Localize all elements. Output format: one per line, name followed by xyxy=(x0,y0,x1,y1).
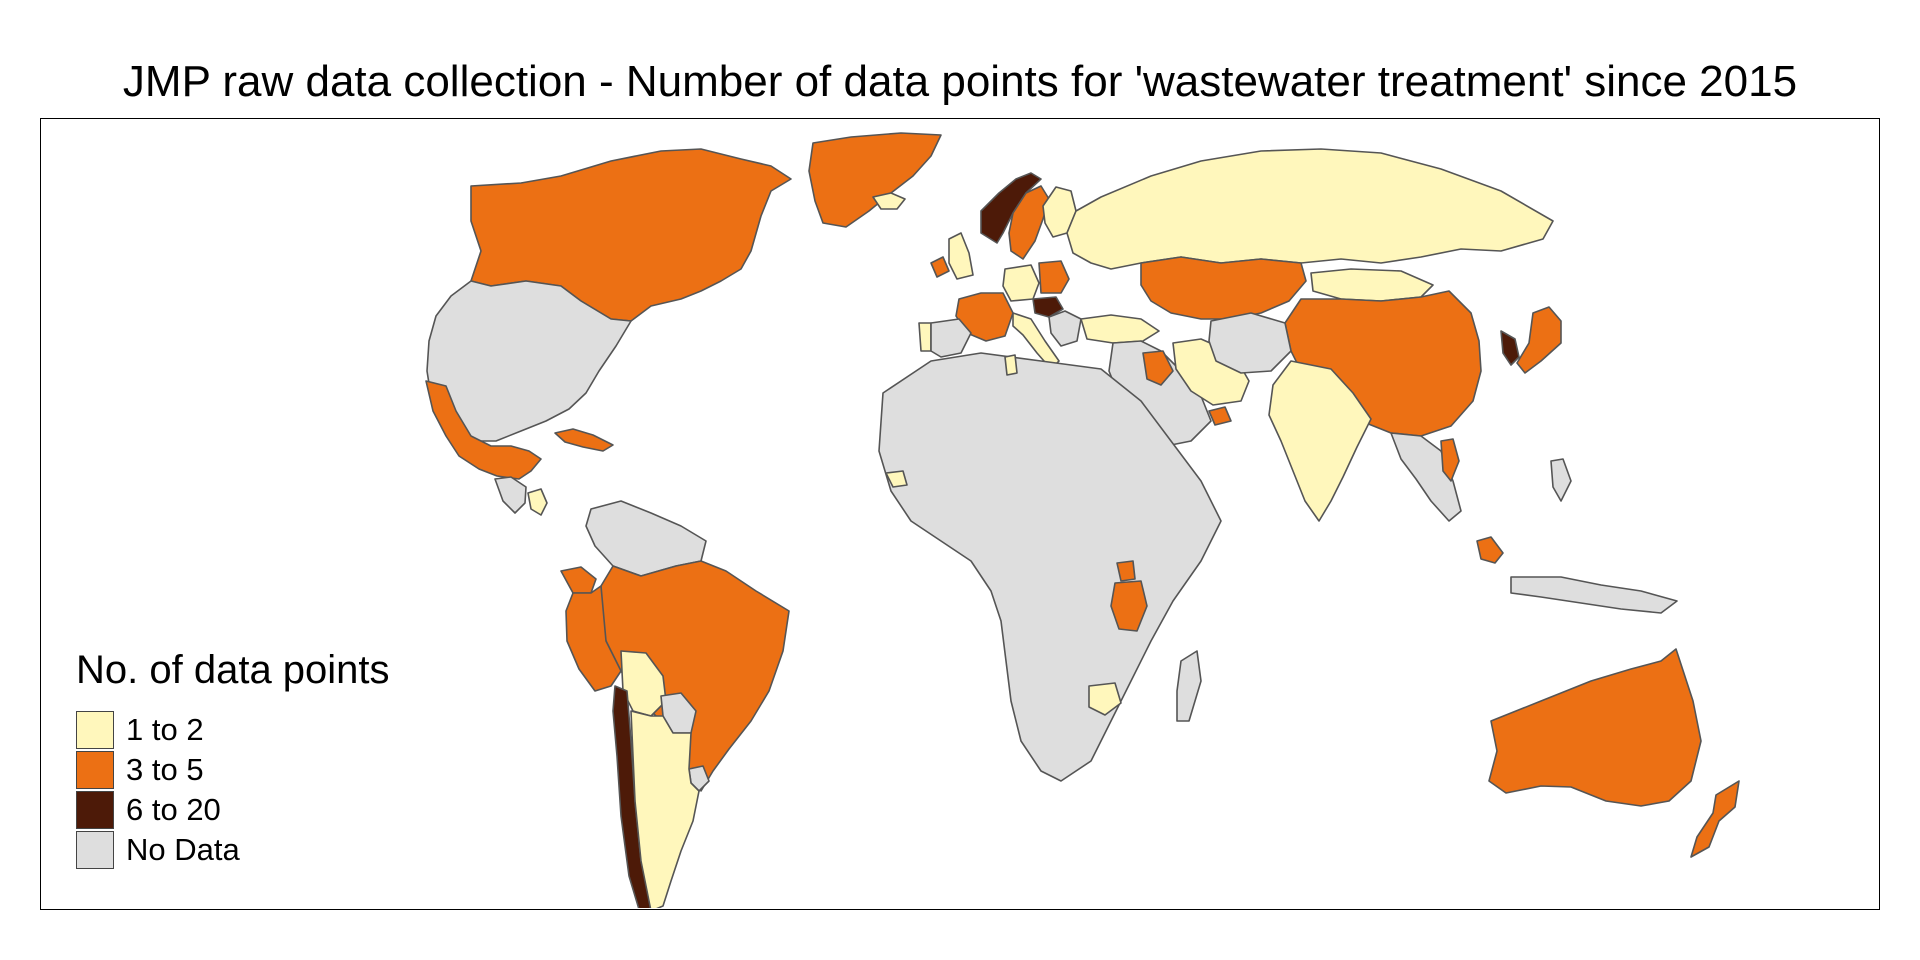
region-africa-other xyxy=(878,352,1222,782)
region-uganda xyxy=(1116,560,1136,582)
legend-item-3-to-5: 3 to 5 xyxy=(76,750,390,790)
region-nicaragua xyxy=(527,488,548,516)
region-chile xyxy=(612,685,654,908)
region-australia xyxy=(1488,648,1702,807)
region-portugal xyxy=(918,322,932,352)
region-germany xyxy=(1002,264,1040,302)
region-peru xyxy=(565,585,622,692)
legend-swatch xyxy=(76,711,114,749)
region-argentina xyxy=(630,710,700,908)
legend-swatch xyxy=(76,751,114,789)
region-united-kingdom xyxy=(948,232,974,280)
region-zimbabwe xyxy=(1088,682,1122,716)
region-central-asia-other xyxy=(1208,312,1292,374)
world-map xyxy=(425,132,1740,908)
region-hungary xyxy=(1032,296,1064,318)
region-tunisia xyxy=(1004,354,1018,376)
region-russia xyxy=(1066,148,1554,270)
region-southeast-asia-other xyxy=(1390,432,1462,522)
region-spain-no-data xyxy=(930,318,972,358)
region-iceland xyxy=(872,192,906,210)
legend-label: No Data xyxy=(126,832,240,867)
legend-item-1-to-2: 1 to 2 xyxy=(76,710,390,750)
legend-label: 1 to 2 xyxy=(126,712,204,747)
region-indonesia xyxy=(1510,576,1678,614)
region-malaysia xyxy=(1476,536,1504,564)
region-balkans xyxy=(1048,310,1082,347)
region-greenland xyxy=(808,132,942,228)
map-panel xyxy=(40,118,1880,910)
region-ireland xyxy=(930,256,950,278)
region-japan xyxy=(1516,306,1562,374)
region-iraq xyxy=(1142,350,1174,386)
region-korea xyxy=(1500,330,1520,366)
region-senegal xyxy=(885,470,908,488)
region-kazakhstan xyxy=(1140,256,1307,320)
region-turkey xyxy=(1080,314,1160,344)
region-india xyxy=(1268,360,1372,522)
region-sweden xyxy=(1008,185,1050,260)
region-new-zealand xyxy=(1690,780,1740,858)
legend-label: 6 to 20 xyxy=(126,792,221,827)
region-mongolia xyxy=(1310,268,1434,302)
legend-item-6-to-20: 6 to 20 xyxy=(76,790,390,830)
legend-title: No. of data points xyxy=(76,648,390,692)
region-united-states xyxy=(426,280,632,442)
region-poland xyxy=(1038,260,1070,294)
region-vietnam xyxy=(1440,438,1460,482)
region-philippines xyxy=(1550,458,1572,502)
region-united-arab-emirates xyxy=(1208,406,1232,426)
region-ecuador xyxy=(560,566,597,594)
page-title: JMP raw data collection - Number of data… xyxy=(122,57,1798,106)
region-central-america-other xyxy=(494,476,527,514)
region-mexico xyxy=(425,380,542,480)
legend-swatch xyxy=(76,831,114,869)
map-legend: No. of data points 1 to 2 3 to 5 6 to 20… xyxy=(76,646,390,870)
region-cuba xyxy=(554,428,614,452)
legend-swatch xyxy=(76,791,114,829)
region-madagascar xyxy=(1176,650,1202,722)
legend-label: 3 to 5 xyxy=(126,752,204,787)
legend-item-no-data: No Data xyxy=(76,830,390,870)
region-tanzania xyxy=(1110,580,1148,632)
